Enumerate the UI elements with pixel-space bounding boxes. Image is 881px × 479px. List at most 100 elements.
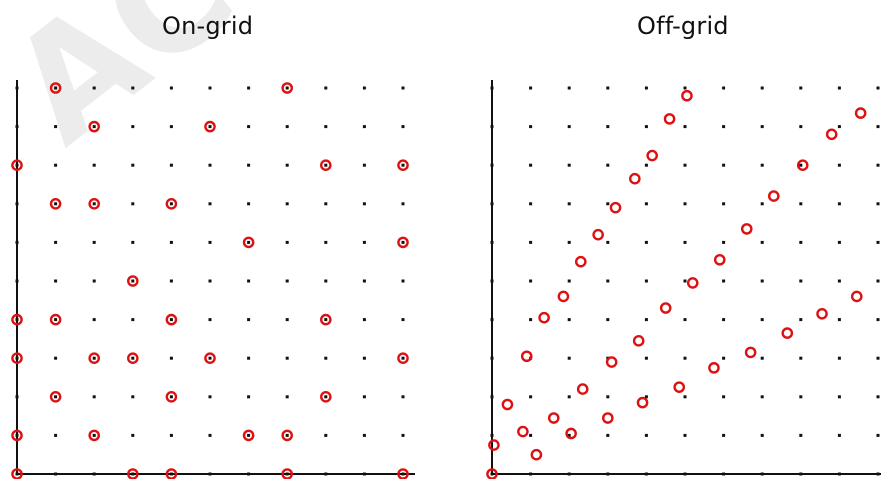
left-marker xyxy=(242,236,255,249)
right-grid-dot xyxy=(722,240,726,244)
left-grid-dot xyxy=(362,472,366,476)
right-grid-dot xyxy=(799,125,803,129)
left-grid-dot xyxy=(131,433,135,437)
left-grid-dot xyxy=(54,356,58,360)
right-grid-dot xyxy=(529,318,533,322)
right-marker xyxy=(538,311,550,324)
left-grid-dot xyxy=(54,279,58,283)
right-grid-dot xyxy=(876,433,880,437)
right-grid-dot xyxy=(799,279,803,283)
left-grid-dot xyxy=(324,318,328,322)
left-grid-dot xyxy=(54,318,58,322)
right-grid-dot xyxy=(683,125,687,129)
left-grid-dot xyxy=(169,163,173,167)
right-panel-title: Off-grid xyxy=(637,12,729,40)
left-grid-dot xyxy=(169,86,173,90)
left-grid-dot xyxy=(169,356,173,360)
left-grid-dot xyxy=(401,163,405,167)
right-grid-dot xyxy=(490,202,494,206)
right-grid-dot xyxy=(837,86,841,90)
right-grid-dot xyxy=(799,163,803,167)
left-grid-dot xyxy=(324,356,328,360)
right-grid-dot xyxy=(799,395,803,399)
right-grid-dot xyxy=(529,202,533,206)
right-grid-dot xyxy=(837,163,841,167)
right-grid-dot xyxy=(490,86,494,90)
left-grid-dot xyxy=(247,125,251,129)
right-grid-dot xyxy=(876,202,880,206)
right-grid-dot xyxy=(760,86,764,90)
right-grid-dot xyxy=(606,125,610,129)
left-grid-dot xyxy=(54,433,58,437)
right-marker xyxy=(632,335,645,347)
right-grid-dot xyxy=(606,163,610,167)
right-marker xyxy=(501,398,514,411)
left-grid-dot xyxy=(324,395,328,399)
right-grid-dot xyxy=(876,240,880,244)
left-grid-dot xyxy=(285,202,289,206)
right-grid-dot xyxy=(760,202,764,206)
left-grid-dot xyxy=(131,472,135,476)
left-marker xyxy=(49,313,62,326)
left-grid-dot xyxy=(54,395,58,399)
left-grid-dot xyxy=(92,433,96,437)
left-grid-dot xyxy=(401,125,405,129)
left-grid-dot xyxy=(362,240,366,244)
left-grid-dot xyxy=(247,356,251,360)
right-grid-dot xyxy=(529,279,533,283)
left-grid-dot xyxy=(208,279,212,283)
right-marker xyxy=(636,396,649,409)
left-grid-dot xyxy=(131,395,135,399)
right-marker xyxy=(781,327,794,339)
left-grid-dot xyxy=(362,433,366,437)
right-grid-dot xyxy=(606,279,610,283)
right-grid-dot xyxy=(799,472,803,476)
right-grid-dot xyxy=(837,433,841,437)
right-grid-dot xyxy=(760,395,764,399)
left-grid-dot xyxy=(401,395,405,399)
right-grid-dot xyxy=(606,433,610,437)
right-marker xyxy=(557,290,570,303)
left-grid-dot xyxy=(54,472,58,476)
right-marker xyxy=(681,89,693,102)
right-grid-dot xyxy=(644,240,648,244)
left-grid-dot xyxy=(362,279,366,283)
right-grid-dot xyxy=(529,163,533,167)
right-marker xyxy=(565,427,577,440)
left-grid-dot xyxy=(92,279,96,283)
left-grid-dot xyxy=(362,202,366,206)
left-marker xyxy=(319,313,332,326)
right-grid-dot xyxy=(876,318,880,322)
right-grid-dot xyxy=(490,240,494,244)
left-marker xyxy=(49,82,62,94)
left-grid-dot xyxy=(247,163,251,167)
left-grid-dot xyxy=(285,163,289,167)
right-marker xyxy=(767,190,780,202)
right-grid-dot xyxy=(490,395,494,399)
right-grid-dot xyxy=(644,356,648,360)
left-grid-dot xyxy=(54,86,58,90)
left-marker xyxy=(11,313,23,326)
left-marker xyxy=(88,197,100,210)
left-grid-dot xyxy=(131,125,135,129)
left-grid-dot xyxy=(324,433,328,437)
left-grid-dot xyxy=(285,433,289,437)
left-grid-dot xyxy=(208,163,212,167)
right-grid-dot xyxy=(722,279,726,283)
right-grid-dot xyxy=(644,202,648,206)
left-grid-dot xyxy=(362,356,366,360)
left-grid-dot xyxy=(285,86,289,90)
left-grid-dot xyxy=(401,472,405,476)
left-marker xyxy=(165,313,178,326)
left-grid-dot xyxy=(324,472,328,476)
left-grid-dot xyxy=(285,125,289,129)
left-grid-dot xyxy=(208,433,212,437)
right-grid-dot xyxy=(490,356,494,360)
left-grid-dot xyxy=(208,356,212,360)
left-grid-dot xyxy=(92,395,96,399)
left-marker xyxy=(126,275,139,287)
right-grid-dot xyxy=(722,125,726,129)
right-grid-dot xyxy=(606,395,610,399)
left-marker xyxy=(165,390,178,403)
right-marker xyxy=(646,149,658,162)
